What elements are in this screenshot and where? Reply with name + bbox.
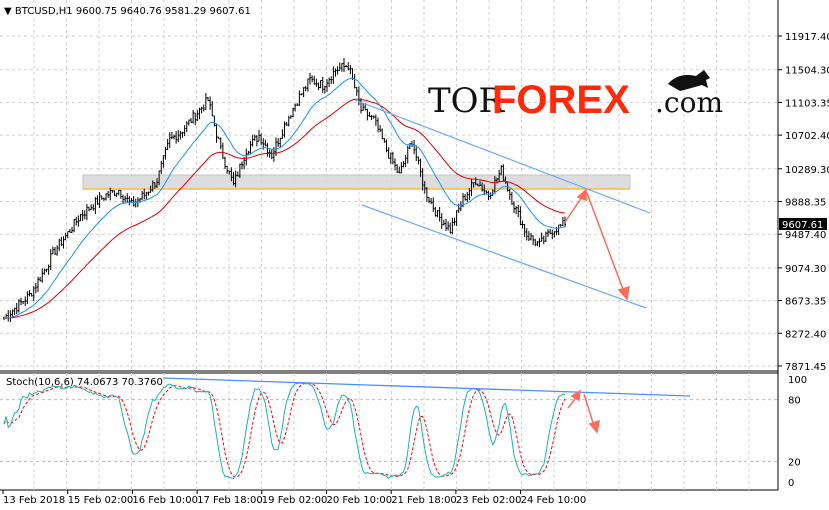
last-price-badge <box>779 218 827 230</box>
price-tick-label: 11103.35 <box>785 98 829 109</box>
stoch-tick-label: 100 <box>788 375 807 386</box>
time-tick-label: 19 Feb 02:00 <box>262 495 328 506</box>
time-tick-label: 13 Feb 2018 <box>3 495 65 506</box>
grid <box>0 0 778 371</box>
svg-text:.com: .com <box>655 86 723 119</box>
time-tick-label: 24 Feb 10:00 <box>521 495 587 506</box>
price-tick-label: 10702.40 <box>785 131 829 142</box>
price-tick-label: 7871.45 <box>785 362 826 373</box>
time-axis[interactable]: 13 Feb 2018 15 Feb 02:00 16 Feb 10:00 17 Fe… <box>2 490 587 506</box>
time-tick-label: 20 Feb 10:00 <box>327 495 393 506</box>
logo: TOR FOREX .com <box>428 70 723 122</box>
svg-text:FOREX: FOREX <box>492 78 630 122</box>
price-tick-label: 10289.30 <box>785 165 829 176</box>
time-tick-label: 17 Feb 18:00 <box>197 495 263 506</box>
svg-text:TOR: TOR <box>428 81 506 121</box>
stoch-signal-line <box>3 382 566 478</box>
stoch-tick-label: 80 <box>788 396 801 407</box>
stoch-tick-label: 20 <box>788 457 801 468</box>
time-tick-label: 23 Feb 02:00 <box>456 495 522 506</box>
price-tick-label: 11504.30 <box>785 66 829 77</box>
time-tick-label: 16 Feb 10:00 <box>132 495 198 506</box>
price-axis[interactable]: 11917.40 11504.30 11103.35 10702.40 10289.30… <box>778 32 829 373</box>
stoch-trend-line[interactable] <box>162 377 691 397</box>
chart-header: ▼ BTCUSD,H1 9600.75 9640.76 9581.29 9607… <box>4 6 251 17</box>
price-bars <box>3 58 566 322</box>
time-tick-label: 21 Feb 18:00 <box>391 495 457 506</box>
price-tick-label: 9888.35 <box>785 197 826 208</box>
forecast-arrows <box>564 188 630 301</box>
stoch-grid <box>0 373 778 490</box>
stoch-tick-label: 0 <box>788 478 794 489</box>
channel-upper-line[interactable] <box>354 99 651 214</box>
stoch-axis: 100 80 20 0 <box>788 375 807 489</box>
stoch-arrows <box>567 389 600 434</box>
ma-fast-line <box>3 77 566 319</box>
price-tick-label: 8272.40 <box>785 329 826 340</box>
price-tick-label: 9074.30 <box>785 264 826 275</box>
price-tick-label: 8673.35 <box>785 297 826 308</box>
stoch-title: Stoch(10,6,6) 74.0673 70.3760 <box>6 377 163 388</box>
stoch-main-line <box>3 382 566 480</box>
ma-slow-line <box>3 98 566 319</box>
price-tick-label: 11917.40 <box>785 32 829 43</box>
last-price-label: 9607.61 <box>782 220 823 231</box>
support-zone[interactable] <box>82 174 631 190</box>
price-tick-label: 9487.40 <box>785 230 826 241</box>
channel-lower-line[interactable] <box>361 204 647 309</box>
time-tick-label: 15 Feb 02:00 <box>68 495 134 506</box>
